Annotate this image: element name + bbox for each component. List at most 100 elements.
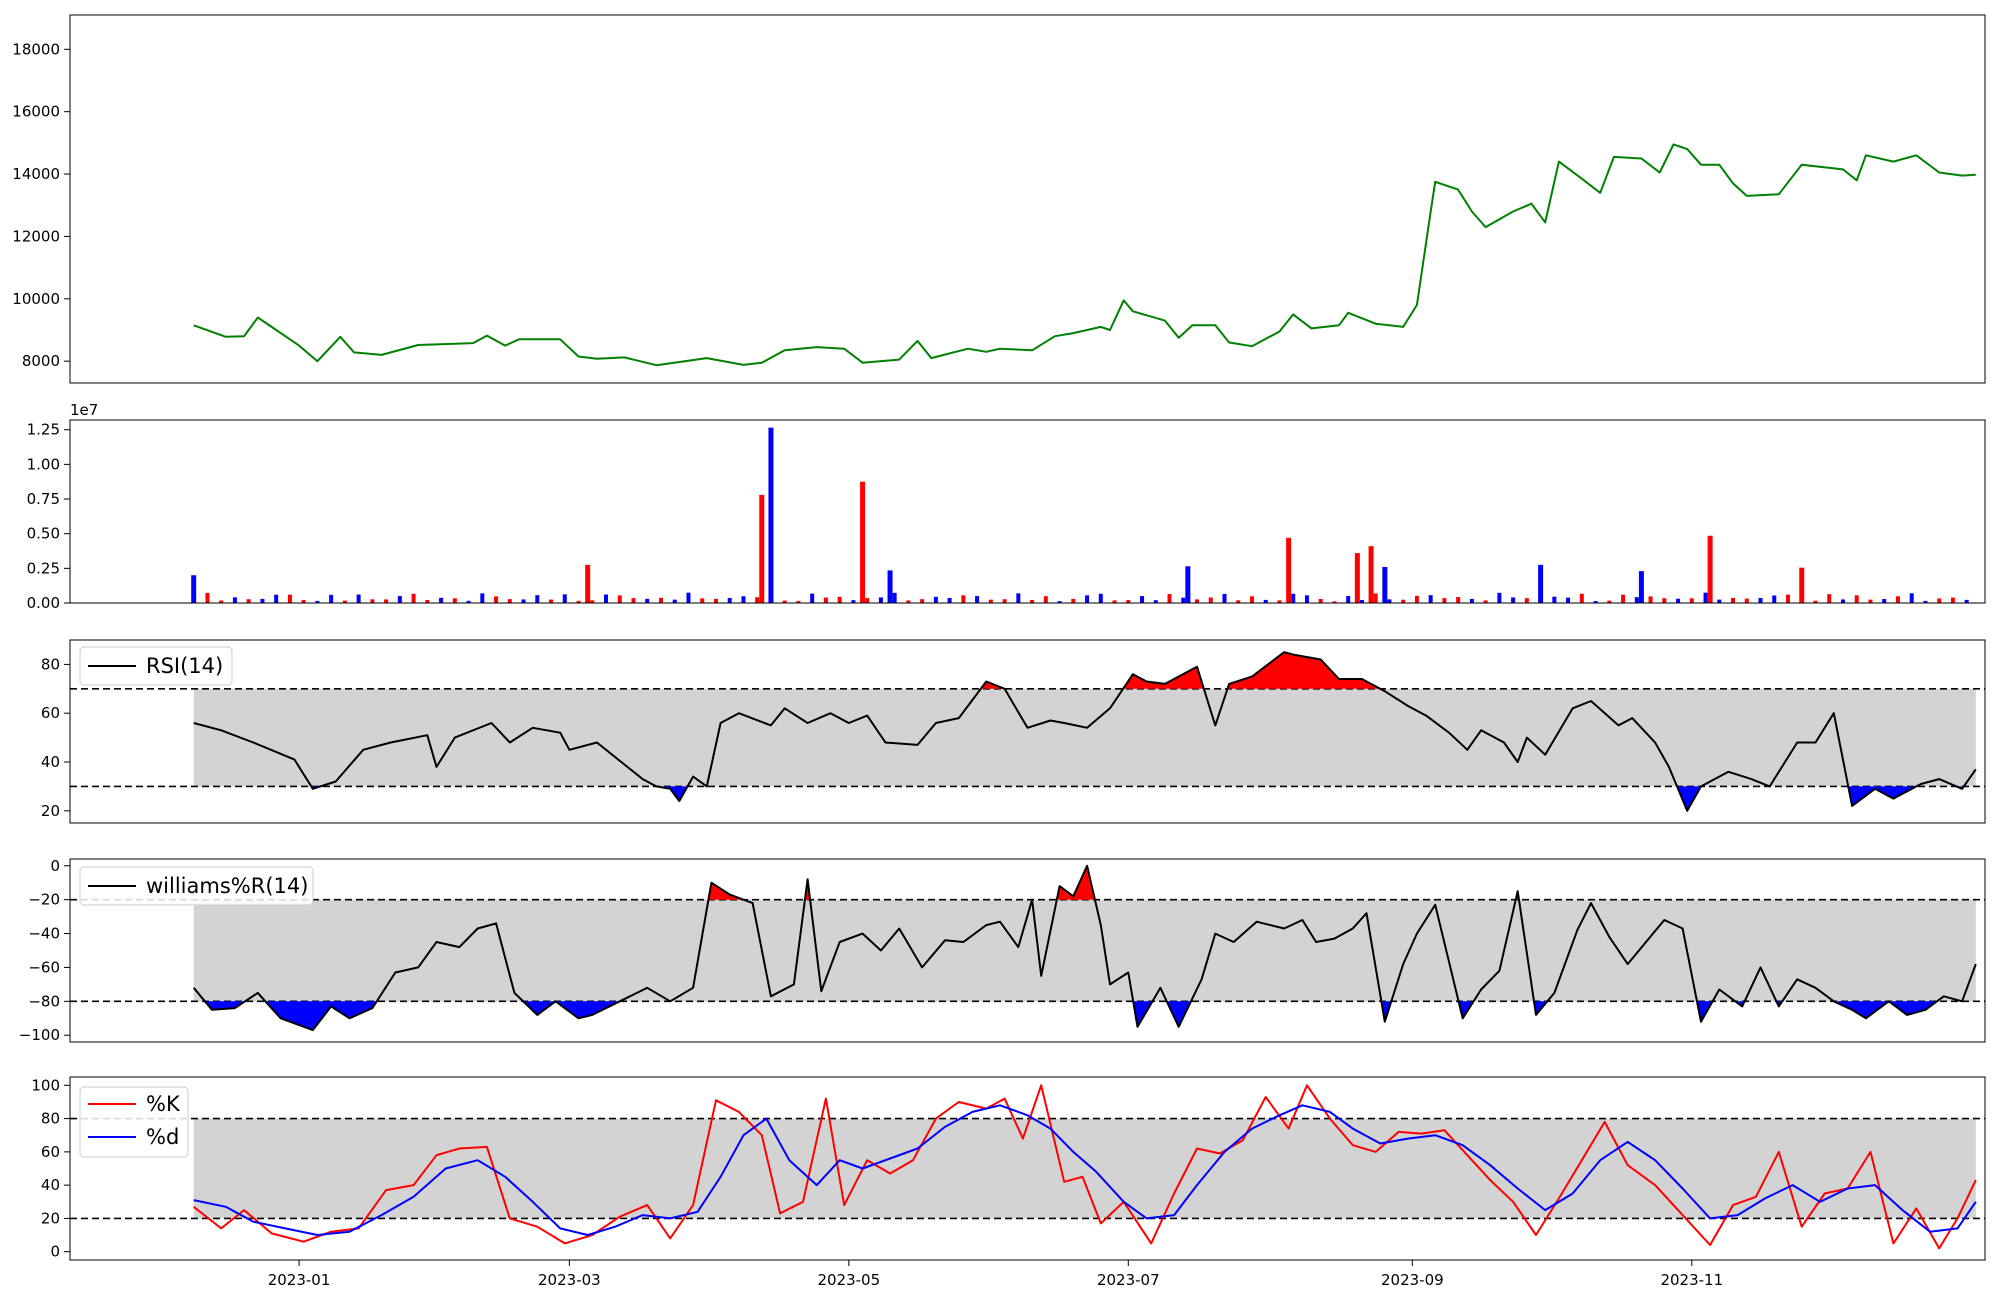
williams-y-tick-label: −20 (28, 891, 60, 909)
volume-bar (658, 597, 663, 603)
price-line (193, 143, 1976, 367)
volume-bar (672, 599, 677, 603)
stochastic-y-tick-label: 60 (41, 1143, 60, 1161)
williams-y-axis: −100 −80 −60 −40 −20 0 (19, 857, 70, 1044)
williams-y-tick-label: −80 (28, 992, 60, 1010)
volume-bar (988, 599, 993, 603)
volume-bar (617, 595, 622, 603)
stochastic-y-tick-label: 40 (41, 1176, 60, 1194)
date-x-tick-label: 2023-07 (1097, 1271, 1160, 1289)
volume-bar (1249, 596, 1254, 603)
volume-bar (1909, 593, 1914, 603)
rsi-legend-box (79, 646, 233, 686)
volume-bar (1414, 595, 1419, 603)
volume-bar (1057, 601, 1062, 603)
volume-bar (1593, 601, 1598, 603)
volume-y-tick-label: 0.75 (27, 490, 60, 508)
volume-bar (1483, 600, 1488, 603)
williams-oversold-fill (1833, 1001, 1889, 1019)
volume-bar (1016, 593, 1021, 603)
volume-bar (411, 593, 416, 603)
volume-bar (947, 598, 952, 603)
volume-bar (878, 597, 883, 603)
volume-bar (1827, 594, 1832, 603)
volume-bar (1964, 599, 1969, 603)
volume-bar (1098, 593, 1103, 603)
stochastic-y-axis: 0 20 40 60 80 100 (31, 1076, 70, 1261)
volume-bar-notable (1185, 566, 1191, 603)
volume-bar (1002, 599, 1007, 603)
volume-bar (274, 594, 279, 603)
price-y-tick-label: 16000 (12, 103, 60, 121)
volume-bar-notable (1368, 546, 1374, 603)
volume-bar (342, 600, 347, 603)
volume-bar (232, 597, 237, 603)
volume-bar (576, 600, 581, 603)
volume-bar (713, 598, 718, 603)
rsi-y-tick-label: 80 (41, 655, 60, 673)
price-y-axis: 8000 10000 12000 14000 16000 18000 (12, 40, 70, 370)
volume-bar (1469, 599, 1474, 603)
volume-bar (1497, 592, 1502, 603)
volume-bar (810, 593, 815, 603)
volume-bar (1208, 597, 1213, 603)
williams-oversold-fill (1166, 1001, 1191, 1027)
volume-bar (892, 592, 897, 603)
volume-bar (1291, 593, 1296, 603)
williams-y-tick-label: −60 (28, 958, 60, 976)
date-x-axis: 2023-01 2023-03 2023-05 2023-07 2023-09 2023-… (268, 1260, 1723, 1289)
rsi-line (193, 651, 1977, 812)
volume-bar (1895, 596, 1900, 603)
volume-bar (1373, 593, 1378, 603)
volume-bar (645, 598, 650, 603)
date-x-tick-label: 2023-03 (538, 1271, 601, 1289)
volume-bar (1634, 597, 1639, 603)
volume-bar (521, 599, 526, 603)
volume-bar-notable (1799, 567, 1805, 603)
rsi-plot-area (70, 651, 1985, 812)
volume-bar (1731, 598, 1736, 603)
volume-bar (1318, 599, 1323, 603)
volume-y-tick-label: 1.00 (27, 455, 60, 473)
date-x-tick-label: 2023-05 (817, 1271, 880, 1289)
volume-bar (782, 600, 787, 603)
volume-bar (370, 599, 375, 603)
volume-bar (205, 592, 210, 603)
volume-bar (1621, 594, 1626, 603)
volume-bar (1304, 595, 1309, 603)
date-x-tick-label: 2023-01 (268, 1271, 331, 1289)
williams-oversold-fill (1888, 1001, 1937, 1015)
volume-bar (1126, 600, 1131, 603)
volume-bar (356, 594, 361, 603)
volume-bar (933, 596, 938, 603)
volume-bar (287, 594, 292, 603)
price-y-tick-label: 8000 (22, 352, 60, 370)
volume-bar-notable (1638, 571, 1644, 603)
volume-bar (1703, 592, 1708, 603)
rsi-legend: RSI(14) (79, 646, 233, 686)
volume-plot-area (191, 427, 1969, 603)
rsi-neutral-band (193, 688, 1976, 787)
volume-bar (425, 599, 430, 603)
k-line (193, 1084, 1977, 1250)
volume-bar (1786, 594, 1791, 603)
volume-bar (604, 594, 609, 603)
volume-bar (549, 599, 554, 603)
volume-bar-notable (585, 564, 591, 603)
volume-bar (1662, 598, 1667, 603)
volume-y-tick-label: 0.25 (27, 559, 60, 577)
volume-bar (741, 596, 746, 603)
volume-bar (865, 598, 870, 603)
price-y-tick-label: 12000 (12, 227, 60, 245)
volume-bar-notable (1382, 566, 1388, 603)
rsi-axes-frame (69, 639, 1986, 824)
volume-bar (1524, 598, 1529, 603)
volume-bar (1579, 593, 1584, 603)
volume-bar (219, 600, 224, 603)
volume-bar (1882, 599, 1887, 603)
volume-bar (1648, 596, 1653, 603)
volume-bar (494, 596, 499, 603)
volume-bar (1813, 600, 1818, 603)
